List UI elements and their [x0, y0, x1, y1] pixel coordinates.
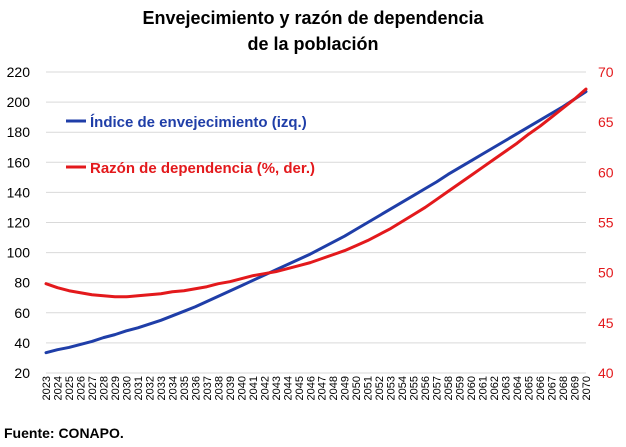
left-tick-label: 140: [7, 184, 31, 200]
series-line-dependency-ratio: [44, 87, 588, 299]
x-tick-label: 2062: [489, 376, 501, 400]
x-tick-label: 2064: [512, 376, 524, 400]
x-tick-label: 2045: [294, 376, 306, 400]
right-tick-label: 50: [598, 265, 614, 281]
x-tick-label: 2063: [501, 376, 513, 400]
x-tick-label: 2029: [110, 376, 122, 400]
x-tick-label: 2056: [420, 376, 432, 400]
left-tick-label: 100: [7, 245, 31, 261]
x-tick-label: 2025: [64, 376, 76, 400]
x-tick-label: 2046: [305, 376, 317, 400]
right-tick-label: 60: [598, 164, 614, 180]
series-line-aging-index: [44, 90, 588, 355]
x-tick-label: 2052: [374, 376, 386, 400]
x-tick-label: 2070: [581, 376, 593, 400]
x-tick-label: 2027: [87, 376, 99, 400]
x-tick-label: 2061: [478, 376, 490, 400]
x-tick-label: 2059: [455, 376, 467, 400]
right-tick-label: 45: [598, 315, 614, 331]
x-tick-label: 2037: [202, 376, 214, 400]
x-tick-label: 2031: [133, 376, 145, 400]
x-tick-label: 2035: [179, 376, 191, 400]
x-tick-label: 2024: [52, 376, 64, 400]
chart-title-line-1: Envejecimiento y razón de dependencia: [142, 8, 484, 28]
x-tick-label: 2058: [443, 376, 455, 400]
legend: Índice de envejecimiento (izq.) Razón de…: [66, 114, 315, 177]
x-tick-label: 2036: [190, 376, 202, 400]
right-tick-label: 70: [598, 64, 614, 80]
left-tick-label: 20: [14, 365, 30, 381]
left-tick-label: 160: [7, 154, 31, 170]
left-axis-ticks: 20 40 60 80 100 120 140 160 180 200 220: [7, 64, 31, 381]
left-tick-label: 120: [7, 215, 31, 231]
x-tick-label: 2051: [363, 376, 375, 400]
x-tick-label: 2050: [351, 376, 363, 400]
x-tick-label: 2034: [167, 376, 179, 400]
right-tick-label: 55: [598, 215, 614, 231]
x-tick-label: 2069: [570, 376, 582, 400]
x-tick-label: 2023: [41, 376, 53, 400]
x-tick-label: 2026: [75, 376, 87, 400]
left-tick-label: 220: [7, 64, 31, 80]
left-tick-label: 60: [14, 305, 30, 321]
x-tick-label: 2067: [547, 376, 559, 400]
x-tick-label: 2047: [317, 376, 329, 400]
x-tick-label: 2048: [328, 376, 340, 400]
x-tick-label: 2041: [248, 376, 260, 400]
series-lines: [44, 87, 588, 355]
left-tick-label: 80: [14, 275, 30, 291]
x-tick-label: 2030: [121, 376, 133, 400]
x-tick-label: 2065: [524, 376, 536, 400]
right-tick-label: 40: [598, 365, 614, 381]
x-tick-label: 2060: [466, 376, 478, 400]
right-axis-ticks: 40 45 50 55 60 65 70: [598, 64, 614, 381]
x-tick-label: 2028: [98, 376, 110, 400]
x-tick-label: 2032: [144, 376, 156, 400]
left-tick-label: 180: [7, 124, 31, 140]
x-tick-label: 2038: [213, 376, 225, 400]
x-tick-label: 2039: [225, 376, 237, 400]
x-tick-label: 2049: [340, 376, 352, 400]
x-tick-label: 2044: [282, 376, 294, 400]
left-tick-label: 200: [7, 94, 31, 110]
x-tick-label: 2040: [236, 376, 248, 400]
x-tick-label: 2054: [397, 376, 409, 400]
x-tick-label: 2053: [386, 376, 398, 400]
x-tick-label: 2042: [259, 376, 271, 400]
chart-title-line-2: de la población: [247, 34, 378, 54]
x-tick-label: 2043: [271, 376, 283, 400]
right-tick-label: 65: [598, 114, 614, 130]
x-tick-label: 2068: [558, 376, 570, 400]
x-tick-label: 2066: [535, 376, 547, 400]
x-axis-ticks: 2023 2024 2025 2026 2027 2028 2029 2030 2031 2032…: [41, 376, 593, 400]
x-tick-label: 2033: [156, 376, 168, 400]
legend-label-aging-index: Índice de envejecimiento (izq.): [90, 114, 307, 131]
left-tick-label: 40: [14, 335, 30, 351]
source-note: Fuente: CONAPO.: [4, 425, 124, 441]
legend-label-dependency-ratio: Razón de dependencia (%, der.): [90, 160, 315, 177]
x-tick-label: 2057: [432, 376, 444, 400]
x-tick-label: 2055: [409, 376, 421, 400]
